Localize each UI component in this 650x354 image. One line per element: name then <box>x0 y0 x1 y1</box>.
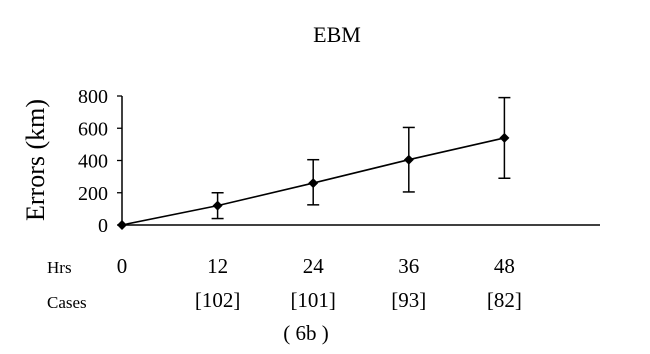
y-tick-label: 0 <box>98 215 108 237</box>
x-tick-label: 0 <box>117 254 128 278</box>
y-tick-labels: 800 600 400 200 0 <box>78 86 108 237</box>
x-tick-label: 12 <box>207 254 228 278</box>
error-bars <box>211 96 511 220</box>
cases-label: [82] <box>487 288 522 312</box>
cases-row-label: Cases <box>47 293 87 312</box>
cases-label: [101] <box>290 288 336 312</box>
y-tick-label: 800 <box>78 86 108 108</box>
data-point <box>212 200 223 211</box>
data-point <box>308 178 319 189</box>
hrs-row-label: Hrs <box>47 258 72 277</box>
y-tick-label: 400 <box>78 151 108 173</box>
data-point <box>403 154 414 165</box>
chart-title: EBM <box>313 22 361 47</box>
figure-caption: ( 6b ) <box>283 321 329 345</box>
y-tick-label: 200 <box>78 183 108 205</box>
data-point <box>499 132 510 143</box>
axes <box>117 95 600 226</box>
cases-label: [93] <box>391 288 426 312</box>
x-tick-label: 24 <box>303 254 325 278</box>
cases-label: [102] <box>195 288 241 312</box>
data-markers <box>117 132 510 230</box>
x-tick-labels: 0 12 24 36 48 <box>117 254 515 278</box>
y-axis-label: Errors (km) <box>21 99 50 221</box>
cases-labels: [102] [101] [93] [82] <box>195 288 522 312</box>
y-tick-label: 600 <box>78 118 108 140</box>
data-point <box>117 220 127 230</box>
x-tick-label: 36 <box>398 254 419 278</box>
x-tick-label: 48 <box>494 254 515 278</box>
